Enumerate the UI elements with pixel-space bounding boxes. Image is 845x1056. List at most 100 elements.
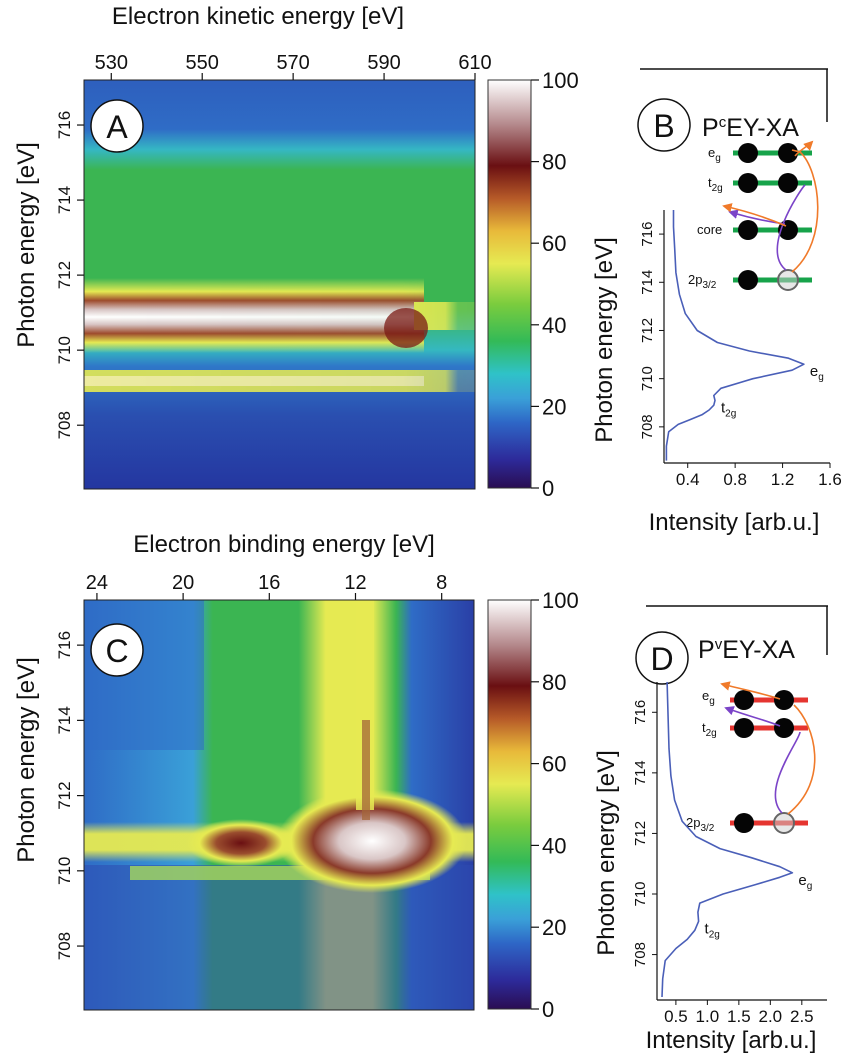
panel-c-x-axis: 24 20 16 12 8 [86,572,447,600]
panel-d-level-scheme: eg t2g 2p3/2 [686,681,816,834]
electron [734,690,754,710]
x-tick-label: 550 [186,52,219,74]
peak-label-text: t [705,920,710,937]
peak-label-subscript: g [807,881,813,892]
panel-c-xlabel: Electron binding energy [eV] [133,531,435,558]
colorbar-tick-label: 80 [542,670,566,695]
peak-label-subscript: 2g [709,929,720,940]
x-tick-label: 0.4 [676,470,700,489]
colorbar-tick-label: 0 [542,997,554,1022]
y-tick-label: 708 [632,942,649,967]
electron [738,173,758,193]
panel-c-y-axis: 716 714 712 710 708 [55,631,84,960]
electron [734,718,754,738]
level-label-2p32: 2p3/2 [686,815,715,834]
panel-d-ylabel: Photon energy [eV] [593,750,620,955]
emission-arrow-purple [724,706,781,727]
x-tick-label: 1.0 [696,1007,720,1026]
panel-d-plot: 716 714 712 710 708 0.5 1.0 1.5 2.0 2.5 eg t2g [632,681,827,1026]
transition-arrow-purple [774,731,801,814]
emission-arrow-orange [720,681,781,700]
colorbar-tick-label: 40 [542,313,566,338]
panel-b-level-scheme: eg t2g core 2p3/2 [688,140,819,291]
peak-label: eg [810,363,824,383]
x-tick-label: 590 [367,52,400,74]
panel-a-colorbar: 100 80 60 40 20 0 [487,68,579,501]
panel-d-letter-badge: D [635,631,689,685]
peak-label-text: t [721,399,726,416]
panel-c-heatmap [83,599,475,1011]
panel-b-ylabel: Photon energy [eV] [591,237,618,442]
y-tick-label: 708 [639,414,656,439]
x-tick-label: 570 [276,52,309,74]
x-tick-label: 0.5 [664,1007,688,1026]
colorbar-tick-label: 20 [542,915,566,940]
panel-c-hotspot-side [186,819,296,867]
panel-b: B PcEY-XA eg t2g core 2p3/2 Phot [591,68,842,536]
peak-label: t2g [721,399,736,419]
panel-c-colorbar-ticks: 100 80 60 40 20 0 [531,588,579,1022]
y-tick-label: 708 [55,411,74,439]
level-label-2p32: 2p3/2 [688,272,717,291]
panel-c: Electron binding energy [eV] Photon ener… [13,531,579,1022]
panel-a-xlabel: Electron kinetic energy [eV] [112,3,404,30]
x-tick-label: 8 [436,572,447,594]
panel-c-lower-blue [84,865,474,1010]
y-tick-label: 716 [55,111,74,139]
electron [778,173,798,193]
panel-a-colorbar-bar [487,79,532,489]
emission-arrow-orange [722,203,787,227]
panel-b-xlabel: Intensity [arb.u.] [649,509,820,536]
y-tick-label: 714 [632,760,649,785]
core-hole [777,269,799,291]
level-label-t2g: t2g [702,720,717,739]
panel-a-colorbar-ticks: 100 80 60 40 20 0 [531,68,579,501]
colorbar-tick-label: 20 [542,394,566,419]
x-tick-label: 20 [172,572,194,594]
level-label-core: core [697,222,722,237]
panel-a-x-axis: 530 550 570 590 610 [95,52,492,80]
panel-a: Electron kinetic energy [eV] Photon ener… [13,3,579,501]
peak-label-text: e [810,363,818,380]
transition-arrow-orange [791,149,819,273]
level-label-t2g: t2g [708,175,723,194]
colorbar-tick-label: 60 [542,752,566,777]
auger-arrow-orange [794,140,814,157]
panel-a-band-t2g-core [84,376,424,386]
y-tick-label: 714 [55,706,74,734]
y-tick-label: 708 [55,932,74,960]
x-tick-label: 2.0 [759,1007,783,1026]
electron [738,270,758,290]
panel-c-colorbar-bar [487,599,532,1010]
electron [774,718,794,738]
y-tick-label: 710 [632,881,649,906]
peak-label: t2g [705,920,720,940]
y-tick-label: 714 [55,186,74,214]
x-tick-label: 24 [86,572,108,594]
colorbar-tick-label: 100 [542,68,579,93]
panel-a-heatmap [83,79,476,490]
x-tick-label: 1.2 [771,470,795,489]
x-tick-label: 610 [458,52,491,74]
panel-c-letter: C [105,633,128,669]
electron [734,813,754,833]
core-hole [773,812,795,834]
electron [738,220,758,240]
transition-arrow-purple [776,184,806,271]
y-tick-label: 710 [55,857,74,885]
panel-b-letter: B [653,108,674,144]
y-tick-label: 710 [55,336,74,364]
y-tick-label: 712 [55,261,74,289]
x-tick-label: 16 [258,572,280,594]
panel-a-y-axis: 716 714 712 710 708 [55,111,84,439]
electron [774,690,794,710]
transition-arrow-orange [787,704,816,815]
y-tick-label: 716 [632,700,649,725]
panel-a-frame [83,79,476,490]
y-tick-label: 712 [632,821,649,846]
y-tick-label: 716 [639,222,656,247]
panel-a-band-eg-end [384,308,428,348]
panel-c-letter-badge: C [90,623,144,677]
colorbar-tick-label: 40 [542,833,566,858]
